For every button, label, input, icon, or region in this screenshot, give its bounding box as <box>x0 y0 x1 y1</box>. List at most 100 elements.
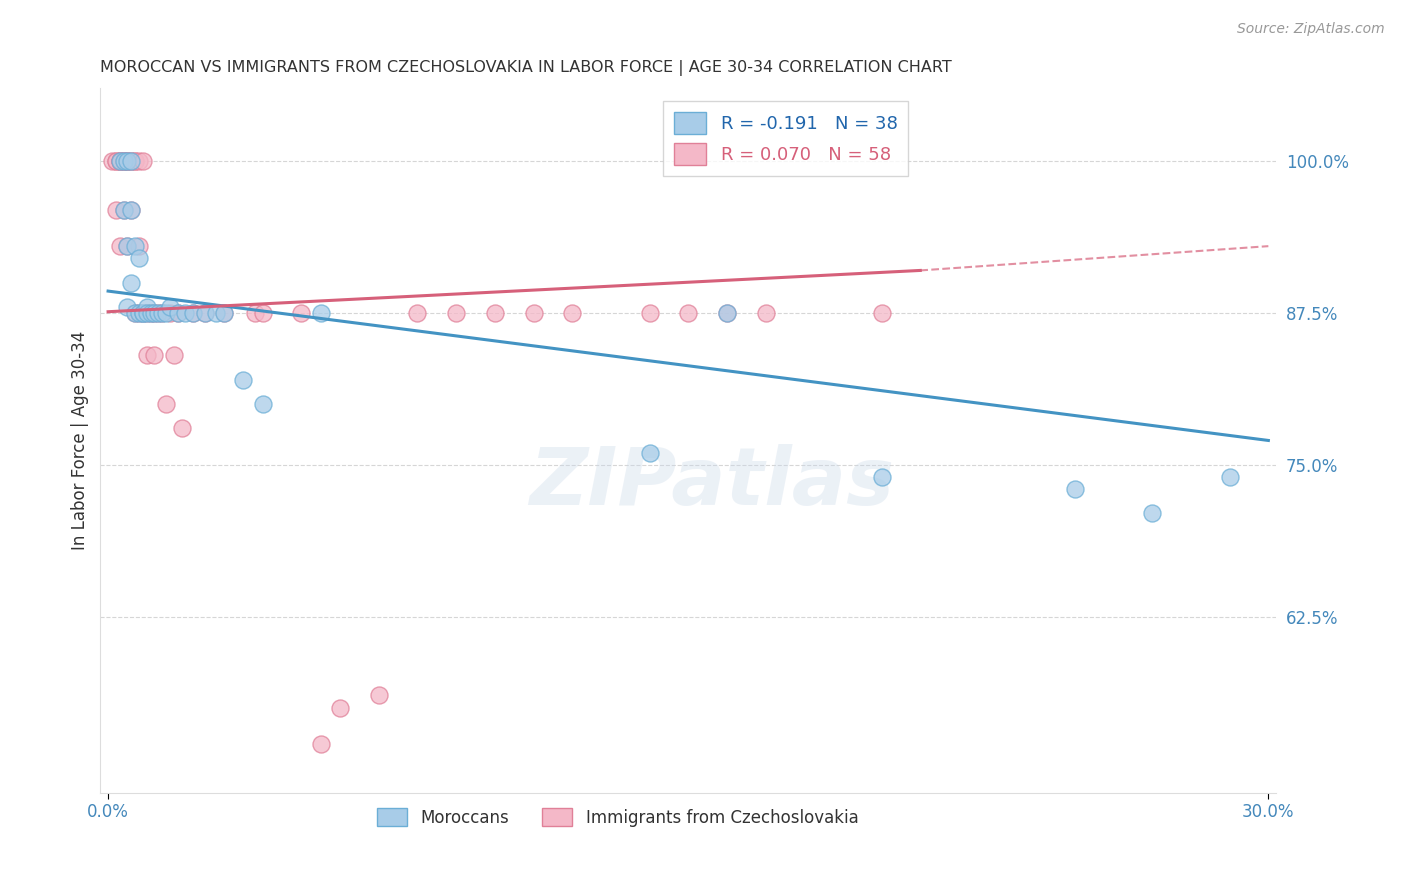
Point <box>367 689 389 703</box>
Point <box>406 306 429 320</box>
Point <box>108 154 131 169</box>
Point <box>181 306 204 320</box>
Point <box>252 306 274 320</box>
Point <box>132 306 155 320</box>
Point <box>232 373 254 387</box>
Point <box>117 300 139 314</box>
Point <box>243 306 266 320</box>
Point <box>124 306 146 320</box>
Text: Source: ZipAtlas.com: Source: ZipAtlas.com <box>1237 22 1385 37</box>
Point <box>174 306 197 320</box>
Point <box>108 154 131 169</box>
Point <box>148 306 170 320</box>
Point <box>128 154 150 169</box>
Point <box>638 306 661 320</box>
Point <box>135 300 157 314</box>
Point <box>716 306 738 320</box>
Point <box>112 154 135 169</box>
Point <box>148 306 170 320</box>
Point <box>561 306 583 320</box>
Point <box>135 306 157 320</box>
Point <box>444 306 467 320</box>
Point <box>120 154 142 169</box>
Point <box>120 202 142 217</box>
Point <box>150 306 173 320</box>
Point <box>212 306 235 320</box>
Point <box>166 306 188 320</box>
Point <box>132 306 155 320</box>
Point <box>755 306 778 320</box>
Point <box>139 306 162 320</box>
Point <box>205 306 228 320</box>
Point <box>135 306 157 320</box>
Point <box>159 306 181 320</box>
Point <box>104 202 127 217</box>
Point <box>117 154 139 169</box>
Point <box>143 348 166 362</box>
Point <box>128 306 150 320</box>
Legend: Moroccans, Immigrants from Czechoslovakia: Moroccans, Immigrants from Czechoslovaki… <box>370 802 865 834</box>
Point <box>194 306 217 320</box>
Text: ZIPatlas: ZIPatlas <box>529 443 894 522</box>
Point <box>1219 470 1241 484</box>
Point <box>112 202 135 217</box>
Point <box>124 239 146 253</box>
Point <box>143 306 166 320</box>
Point <box>124 306 146 320</box>
Point <box>638 445 661 459</box>
Point <box>128 252 150 266</box>
Point <box>309 737 332 751</box>
Point <box>143 306 166 320</box>
Point <box>716 306 738 320</box>
Point <box>112 154 135 169</box>
Point <box>128 306 150 320</box>
Point <box>155 306 177 320</box>
Point <box>522 306 544 320</box>
Point <box>120 154 142 169</box>
Point <box>132 154 155 169</box>
Point <box>104 154 127 169</box>
Point <box>112 202 135 217</box>
Point <box>181 306 204 320</box>
Point <box>124 154 146 169</box>
Text: MOROCCAN VS IMMIGRANTS FROM CZECHOSLOVAKIA IN LABOR FORCE | AGE 30-34 CORRELATIO: MOROCCAN VS IMMIGRANTS FROM CZECHOSLOVAK… <box>100 60 952 76</box>
Point <box>124 154 146 169</box>
Point <box>108 154 131 169</box>
Point <box>117 154 139 169</box>
Y-axis label: In Labor Force | Age 30-34: In Labor Force | Age 30-34 <box>72 331 89 550</box>
Point <box>163 348 186 362</box>
Point <box>1142 506 1164 520</box>
Point <box>166 306 188 320</box>
Point <box>194 306 217 320</box>
Point <box>108 239 131 253</box>
Point <box>104 154 127 169</box>
Point <box>139 306 162 320</box>
Point <box>484 306 506 320</box>
Point <box>120 276 142 290</box>
Point <box>150 306 173 320</box>
Point <box>101 154 124 169</box>
Point <box>870 470 893 484</box>
Point <box>170 421 193 435</box>
Point <box>117 154 139 169</box>
Point <box>329 700 352 714</box>
Point <box>252 397 274 411</box>
Point <box>155 397 177 411</box>
Point <box>108 154 131 169</box>
Point <box>117 239 139 253</box>
Point <box>870 306 893 320</box>
Point <box>117 239 139 253</box>
Point <box>132 306 155 320</box>
Point <box>212 306 235 320</box>
Point <box>117 154 139 169</box>
Point <box>135 348 157 362</box>
Point <box>128 239 150 253</box>
Point <box>120 154 142 169</box>
Point <box>309 306 332 320</box>
Point <box>159 300 181 314</box>
Point <box>676 306 699 320</box>
Point <box>120 202 142 217</box>
Point <box>1064 482 1087 496</box>
Point <box>112 154 135 169</box>
Point <box>290 306 312 320</box>
